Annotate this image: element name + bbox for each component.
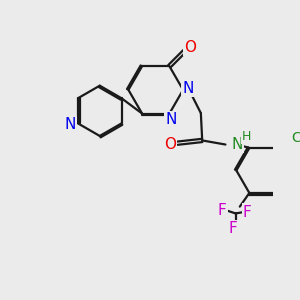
Text: H: H — [242, 130, 251, 143]
Text: F: F — [218, 203, 226, 218]
Text: N: N — [231, 137, 243, 152]
Text: N: N — [165, 112, 176, 127]
Text: F: F — [229, 221, 237, 236]
Text: O: O — [164, 137, 176, 152]
Text: N: N — [64, 117, 76, 132]
Text: O: O — [184, 40, 196, 55]
Text: Cl: Cl — [291, 131, 300, 146]
Text: F: F — [243, 205, 251, 220]
Text: N: N — [182, 81, 194, 96]
